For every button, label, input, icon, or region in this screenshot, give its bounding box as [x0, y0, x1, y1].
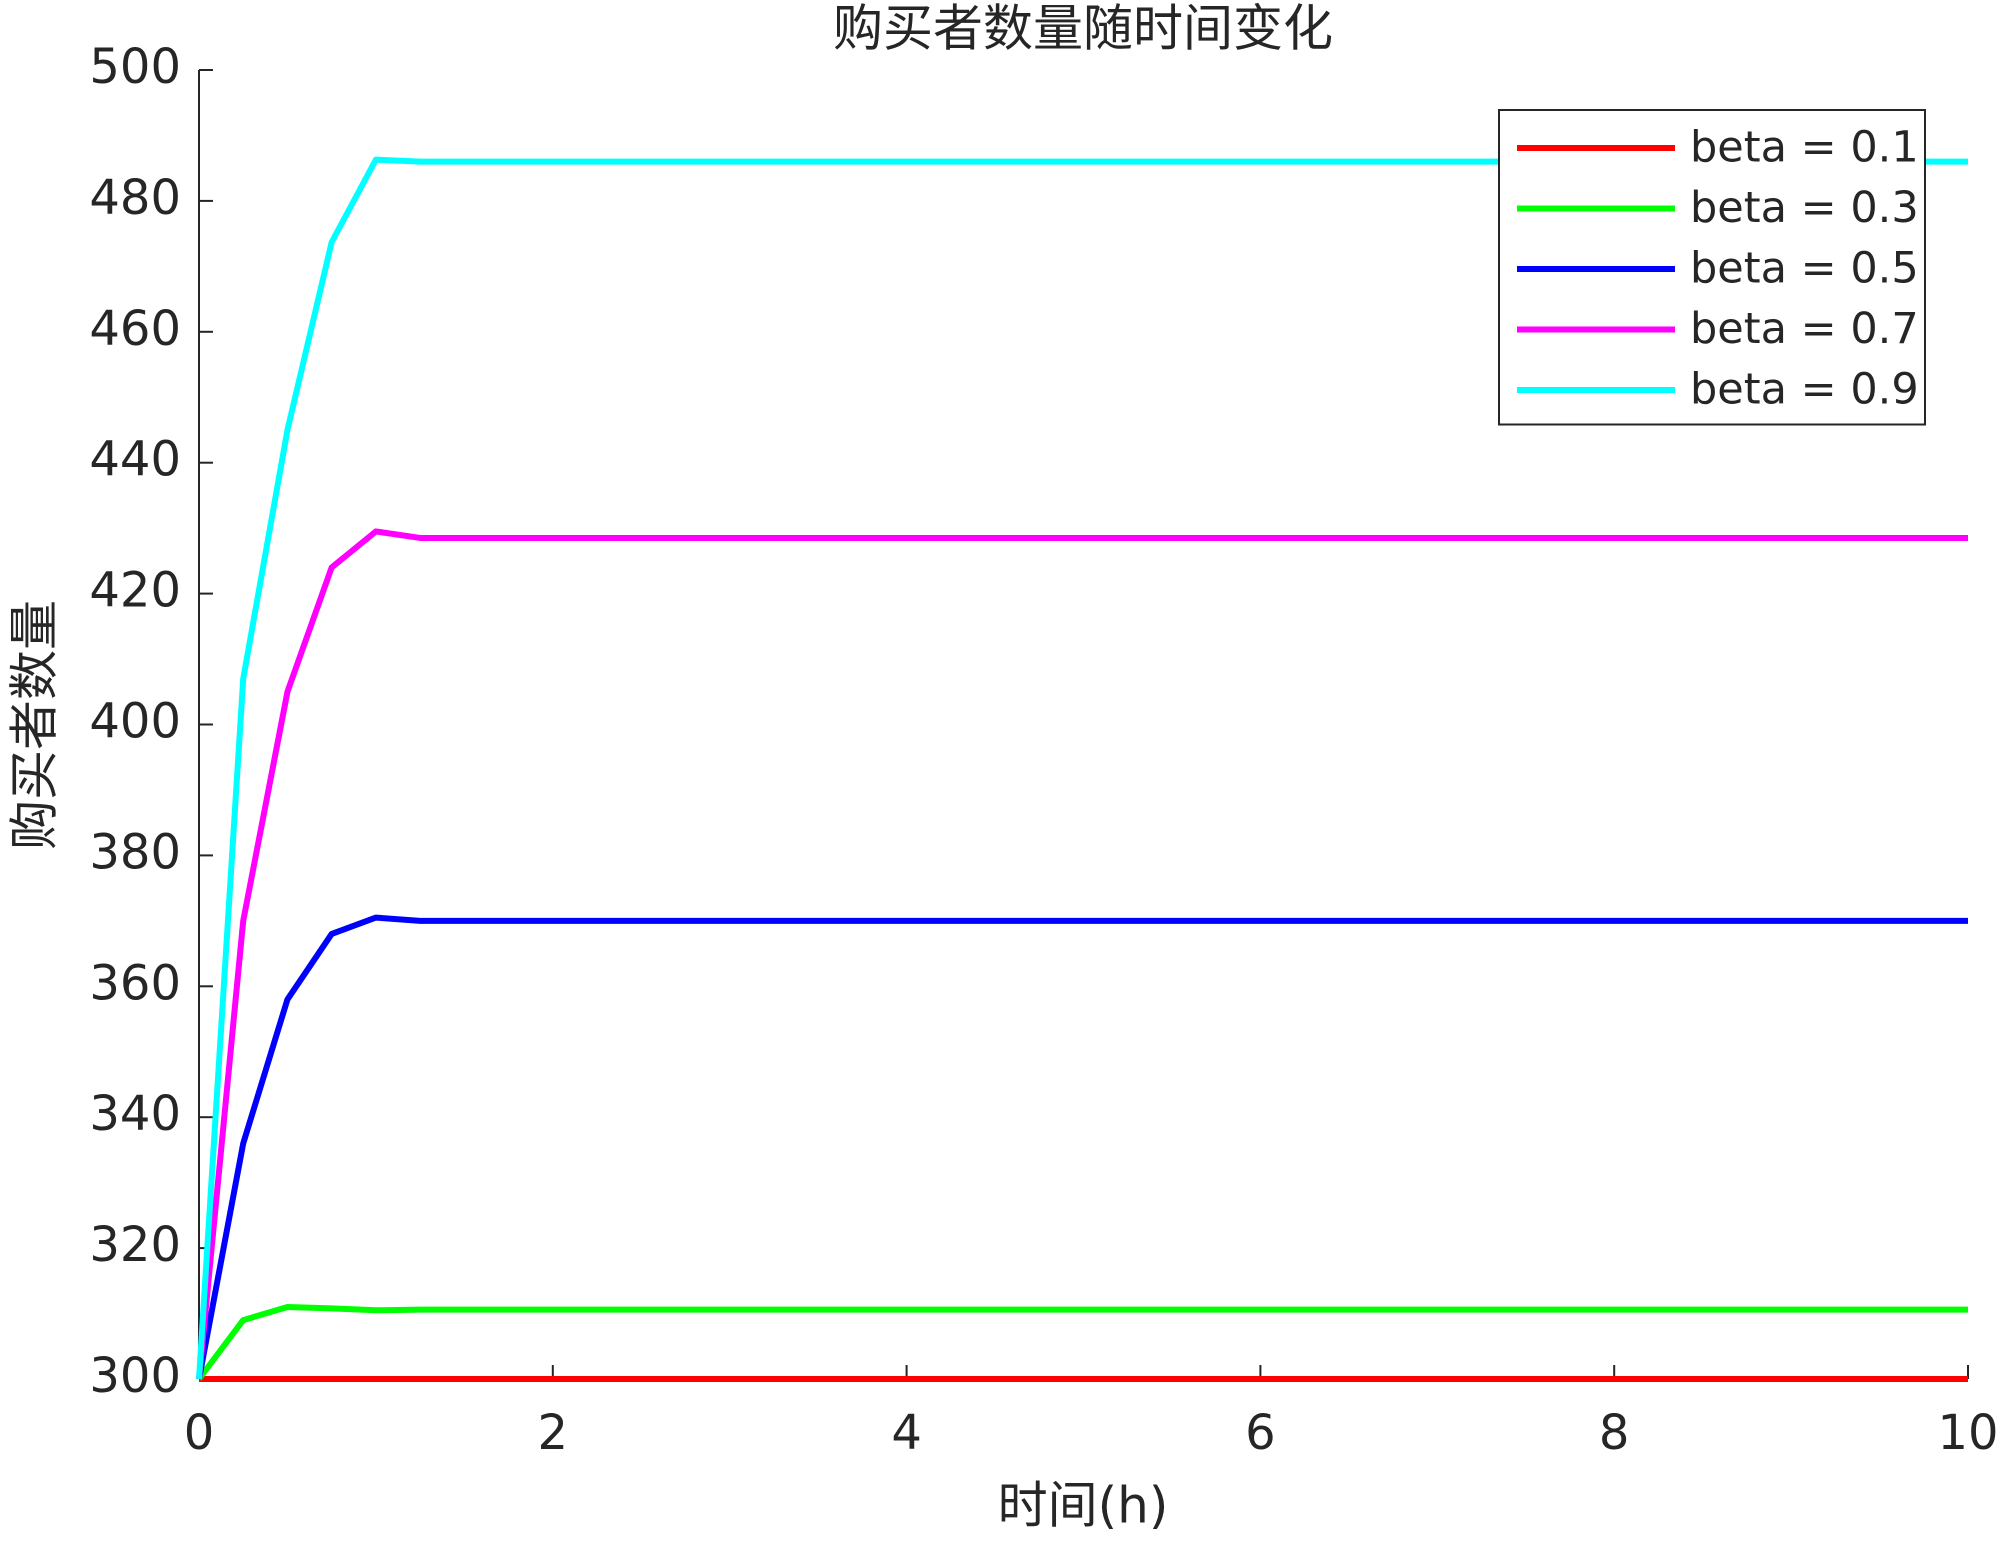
y-tick-label: 380: [89, 824, 181, 880]
legend-label: beta = 0.7: [1690, 304, 1919, 354]
series-line: [196, 914, 1968, 1380]
y-tick-label: 400: [89, 694, 181, 750]
series-line: [196, 1304, 1968, 1381]
x-tick-label: 8: [1599, 1405, 1630, 1461]
x-axis-label: 时间(h): [998, 1477, 1169, 1535]
y-tick-label: 420: [89, 563, 181, 619]
legend-label: beta = 0.3: [1690, 183, 1919, 233]
x-tick-label: 6: [1245, 1405, 1276, 1461]
x-tick-label: 10: [1937, 1405, 1998, 1461]
y-axis-label: 购买者数量: [6, 600, 64, 850]
y-tick-label: 340: [89, 1086, 181, 1142]
y-tick-label: 360: [89, 955, 181, 1011]
y-tick-label: 440: [89, 432, 181, 488]
legend-label: beta = 0.5: [1690, 244, 1919, 294]
series-line: [196, 156, 1968, 1380]
legend-label: beta = 0.1: [1690, 123, 1919, 173]
y-tick-label: 320: [89, 1217, 181, 1273]
x-tick-label: 0: [184, 1405, 215, 1461]
y-tick-label: 460: [89, 301, 181, 357]
y-tick-label: 500: [89, 39, 181, 95]
y-tick-label: 480: [89, 170, 181, 226]
y-tick-label: 300: [89, 1348, 181, 1404]
series-line: [196, 528, 1968, 1380]
x-tick-label: 2: [538, 1405, 569, 1461]
x-tick-label: 4: [891, 1405, 922, 1461]
chart-title: 购买者数量随时间变化: [833, 0, 1333, 58]
legend-label: beta = 0.9: [1690, 365, 1919, 415]
